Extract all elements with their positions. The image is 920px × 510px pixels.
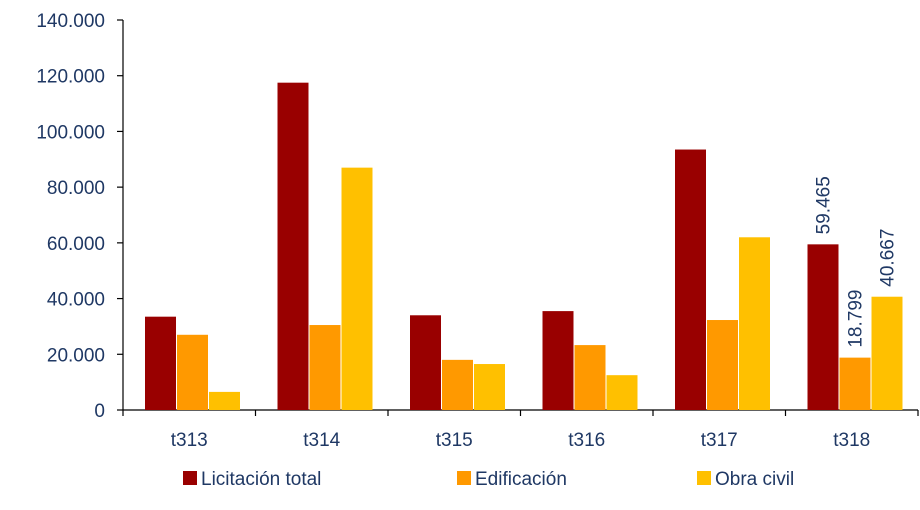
bar [209, 391, 240, 410]
y-tick-label: 100.000 [36, 122, 105, 143]
data-label: 40.667 [878, 229, 899, 287]
data-label: 18.799 [846, 290, 867, 348]
legend-swatch [457, 471, 471, 485]
bars [145, 82, 903, 411]
bar [707, 320, 738, 410]
x-tick-label: t318 [833, 430, 870, 451]
y-tick-label: 0 [94, 401, 105, 422]
legend-label: Obra civil [715, 469, 794, 490]
bar [341, 167, 373, 410]
x-tick-label: t315 [436, 430, 473, 451]
bar [542, 311, 574, 410]
y-tick-label: 80.000 [47, 178, 105, 199]
bar [574, 345, 606, 410]
bar [309, 325, 341, 410]
y-tick-label: 40.000 [47, 290, 105, 311]
bar [807, 244, 839, 410]
y-tick-label: 20.000 [47, 345, 105, 366]
bar [145, 316, 176, 410]
y-tick-label: 120.000 [36, 67, 105, 88]
bar [606, 375, 638, 410]
bar [177, 334, 208, 410]
legend-label: Edificación [475, 469, 567, 490]
legend-label: Licitación total [201, 469, 321, 490]
data-labels: 59.465 18.799 40.667 [814, 176, 899, 347]
x-axis: t313 t314 t315 t316 t317 t318 [122, 409, 919, 451]
x-tick-label: t314 [303, 430, 340, 451]
y-axis: 0 20.000 40.000 60.000 80.000 100.000 120.000 1… [36, 11, 124, 422]
x-tick-label: t317 [701, 430, 738, 451]
bar [277, 82, 309, 410]
y-tick-label: 60.000 [47, 234, 105, 255]
bar [442, 359, 473, 410]
x-tick-label: t316 [568, 430, 605, 451]
data-label: 59.465 [814, 176, 835, 234]
bar [739, 237, 770, 410]
bar [871, 296, 903, 410]
bar [675, 149, 706, 411]
bar [474, 364, 505, 410]
bar [410, 315, 441, 410]
legend-swatch [183, 471, 197, 485]
y-tick-label: 140.000 [36, 11, 105, 32]
legend-swatch [697, 471, 711, 485]
bar [839, 357, 871, 410]
x-tick-label: t313 [171, 430, 208, 451]
legend: Licitación total Edificación Obra civil [183, 469, 794, 490]
